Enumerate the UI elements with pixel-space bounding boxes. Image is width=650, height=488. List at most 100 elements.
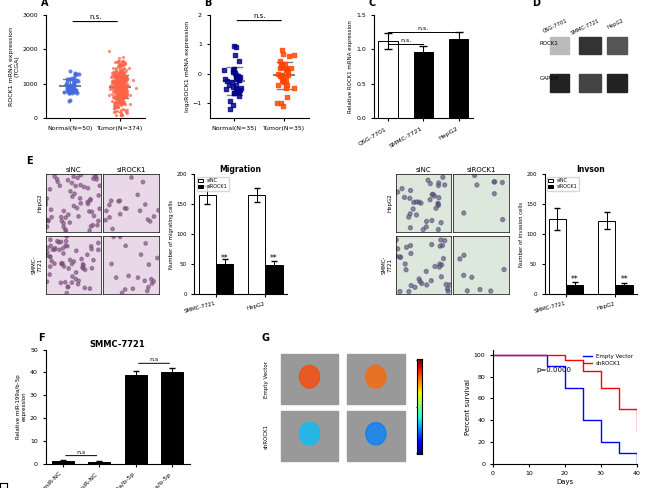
Circle shape — [44, 201, 47, 204]
Point — [104, 47, 114, 55]
Ellipse shape — [366, 423, 386, 445]
Point — [72, 70, 83, 78]
Point — [221, 85, 231, 93]
Point — [110, 58, 120, 66]
Circle shape — [473, 174, 476, 178]
Point — [218, 66, 229, 74]
Point — [119, 74, 129, 82]
Point — [62, 84, 72, 92]
Point — [121, 72, 131, 80]
Point — [73, 70, 84, 78]
Point — [234, 92, 244, 100]
Circle shape — [438, 244, 442, 248]
Circle shape — [45, 254, 48, 257]
Circle shape — [396, 190, 400, 194]
Point — [233, 74, 243, 81]
Text: C: C — [369, 0, 376, 8]
Point — [120, 90, 131, 98]
Circle shape — [92, 214, 96, 218]
Circle shape — [417, 200, 421, 204]
Point — [116, 76, 127, 84]
Point — [114, 64, 125, 72]
Circle shape — [424, 225, 428, 229]
Circle shape — [48, 273, 51, 276]
Circle shape — [92, 177, 95, 181]
Ellipse shape — [300, 366, 320, 388]
Point — [109, 104, 120, 112]
Point — [115, 79, 125, 87]
Point — [116, 95, 126, 102]
Point — [278, 102, 289, 109]
Point — [112, 84, 123, 92]
Y-axis label: Number of invasion cells: Number of invasion cells — [519, 202, 524, 266]
Point — [67, 84, 77, 92]
Bar — [549, 219, 566, 293]
Point — [222, 78, 233, 85]
Circle shape — [58, 248, 61, 251]
Circle shape — [49, 238, 52, 242]
Point — [117, 68, 127, 76]
Point — [117, 80, 127, 88]
Point — [73, 77, 83, 85]
Point — [114, 73, 124, 81]
Legend: Empty Vector, shROCK1: Empty Vector, shROCK1 — [582, 352, 634, 367]
Text: **: ** — [620, 275, 628, 284]
Point — [118, 100, 128, 107]
Point — [118, 73, 128, 81]
shROCK1 — [489, 352, 497, 358]
Circle shape — [71, 195, 74, 198]
Bar — [449, 39, 469, 118]
Circle shape — [82, 267, 85, 270]
Circle shape — [88, 229, 91, 232]
Point — [235, 86, 245, 94]
Point — [131, 84, 141, 92]
Point — [111, 80, 121, 87]
Circle shape — [125, 207, 128, 210]
Circle shape — [92, 259, 95, 262]
Point — [116, 81, 127, 88]
Y-axis label: Relative miR-199a/b-5p
expression: Relative miR-199a/b-5p expression — [16, 374, 27, 439]
Circle shape — [79, 183, 82, 187]
Circle shape — [500, 181, 504, 184]
Point — [114, 68, 125, 76]
shROCK1 — [633, 428, 641, 434]
Circle shape — [53, 246, 57, 250]
Circle shape — [50, 216, 53, 219]
Point — [111, 98, 122, 106]
Point — [118, 86, 129, 94]
Circle shape — [402, 195, 406, 200]
Circle shape — [91, 224, 94, 227]
Circle shape — [437, 183, 441, 187]
Circle shape — [425, 283, 429, 287]
Point — [117, 73, 127, 81]
Point — [65, 67, 75, 75]
Point — [70, 86, 80, 94]
Point — [111, 85, 121, 93]
Circle shape — [79, 202, 83, 205]
Point — [118, 88, 128, 96]
Circle shape — [424, 269, 428, 273]
Circle shape — [88, 199, 92, 202]
Circle shape — [61, 262, 64, 265]
Title: siNC: siNC — [65, 166, 81, 173]
Point — [118, 61, 128, 69]
Circle shape — [104, 219, 107, 222]
Circle shape — [120, 291, 124, 295]
Bar — [607, 38, 627, 54]
Point — [109, 73, 120, 81]
Point — [107, 68, 118, 76]
Point — [281, 66, 292, 74]
Point — [116, 86, 126, 94]
Circle shape — [46, 250, 49, 254]
Circle shape — [46, 280, 49, 284]
Point — [114, 63, 125, 71]
Circle shape — [81, 265, 84, 269]
Point — [281, 77, 291, 85]
Point — [116, 101, 126, 109]
Circle shape — [73, 192, 76, 196]
Circle shape — [407, 289, 411, 294]
Point — [116, 59, 127, 66]
Point — [111, 94, 121, 102]
Text: n.s: n.s — [150, 357, 159, 362]
Circle shape — [44, 203, 47, 206]
